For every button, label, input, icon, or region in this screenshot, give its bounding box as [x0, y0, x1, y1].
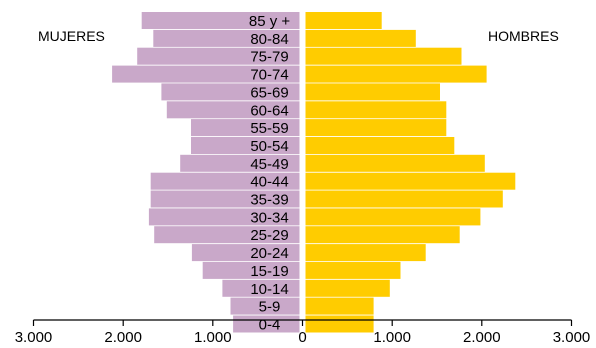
- mujeres-bars: [112, 12, 300, 333]
- bar-hombres-65-69: [305, 83, 440, 101]
- bar-hombres-15-19: [305, 261, 401, 279]
- age-label: 60-64: [250, 102, 288, 119]
- hombres-bars: [305, 12, 516, 333]
- age-label: 85 y +: [249, 13, 291, 30]
- age-label: 10-14: [250, 281, 288, 298]
- bar-mujeres-30-34: [148, 208, 300, 226]
- x-axis: 3.000 2.000 1.000 0 1.000 2.000 3.000: [15, 319, 591, 346]
- bar-mujeres-60-64: [166, 101, 300, 119]
- age-label: 50-54: [250, 138, 288, 155]
- age-label: 65-69: [250, 84, 288, 101]
- bar-hombres-60-64: [305, 101, 447, 119]
- age-label: 70-74: [250, 67, 288, 84]
- bar-mujeres-55-59: [191, 119, 300, 137]
- x-tick-label: 1.000: [373, 329, 411, 346]
- right-series-label: HOMBRES: [488, 28, 559, 44]
- bar-mujeres-50-54: [191, 137, 300, 154]
- age-label: 55-59: [250, 120, 288, 137]
- bar-hombres-25-29: [305, 226, 460, 244]
- bar-hombres-35-39: [305, 190, 503, 208]
- bar-mujeres-65-69: [161, 83, 300, 101]
- bar-hombres-20-24: [305, 244, 426, 262]
- age-label: 45-49: [250, 156, 288, 173]
- bar-hombres-85y+: [305, 12, 382, 29]
- bar-mujeres-15-19: [202, 261, 300, 279]
- x-tick-label: 3.000: [15, 329, 53, 346]
- left-series-label: MUJERES: [38, 28, 105, 44]
- age-label: 25-29: [250, 227, 288, 244]
- bar-mujeres-80-84: [153, 29, 300, 47]
- age-label: 0-4: [259, 317, 281, 334]
- age-label: 75-79: [250, 49, 288, 66]
- age-label: 80-84: [250, 31, 288, 48]
- bar-mujeres-40-44: [150, 172, 300, 190]
- bar-mujeres-70-74: [112, 65, 300, 83]
- bar-mujeres-35-39: [150, 190, 300, 208]
- bar-hombres-45-49: [305, 154, 485, 172]
- x-tick-label: 0: [298, 329, 306, 346]
- x-tick-label: 3.000: [553, 329, 591, 346]
- age-label: 5-9: [259, 299, 281, 316]
- x-tick-label: 2.000: [104, 329, 142, 346]
- bar-mujeres-85y+: [141, 12, 300, 29]
- bar-hombres-80-84: [305, 29, 416, 47]
- age-label: 20-24: [250, 245, 288, 262]
- age-label: 35-39: [250, 192, 288, 209]
- bar-mujeres-20-24: [191, 244, 300, 262]
- bar-hombres-70-74: [305, 65, 487, 83]
- bar-hombres-10-14: [305, 279, 390, 297]
- bar-mujeres-10-14: [222, 279, 300, 297]
- bar-hombres-0-4: [305, 315, 374, 333]
- bar-mujeres-5-9: [230, 297, 300, 315]
- age-label: 40-44: [250, 174, 288, 191]
- bar-hombres-30-34: [305, 208, 481, 226]
- age-group-labels: 85 y +80-8475-7970-7465-6960-6455-5950-5…: [249, 13, 291, 334]
- x-tick-label: 1.000: [194, 329, 232, 346]
- bar-hombres-40-44: [305, 172, 516, 190]
- bar-mujeres-45-49: [180, 154, 300, 172]
- age-label: 15-19: [250, 263, 288, 280]
- bar-hombres-5-9: [305, 297, 374, 315]
- bar-hombres-75-79: [305, 47, 462, 65]
- bar-hombres-55-59: [305, 119, 447, 137]
- age-label: 30-34: [250, 209, 288, 226]
- bar-mujeres-75-79: [137, 47, 300, 65]
- x-tick-label: 2.000: [463, 329, 501, 346]
- bar-hombres-50-54: [305, 137, 455, 154]
- bar-mujeres-25-29: [154, 226, 300, 244]
